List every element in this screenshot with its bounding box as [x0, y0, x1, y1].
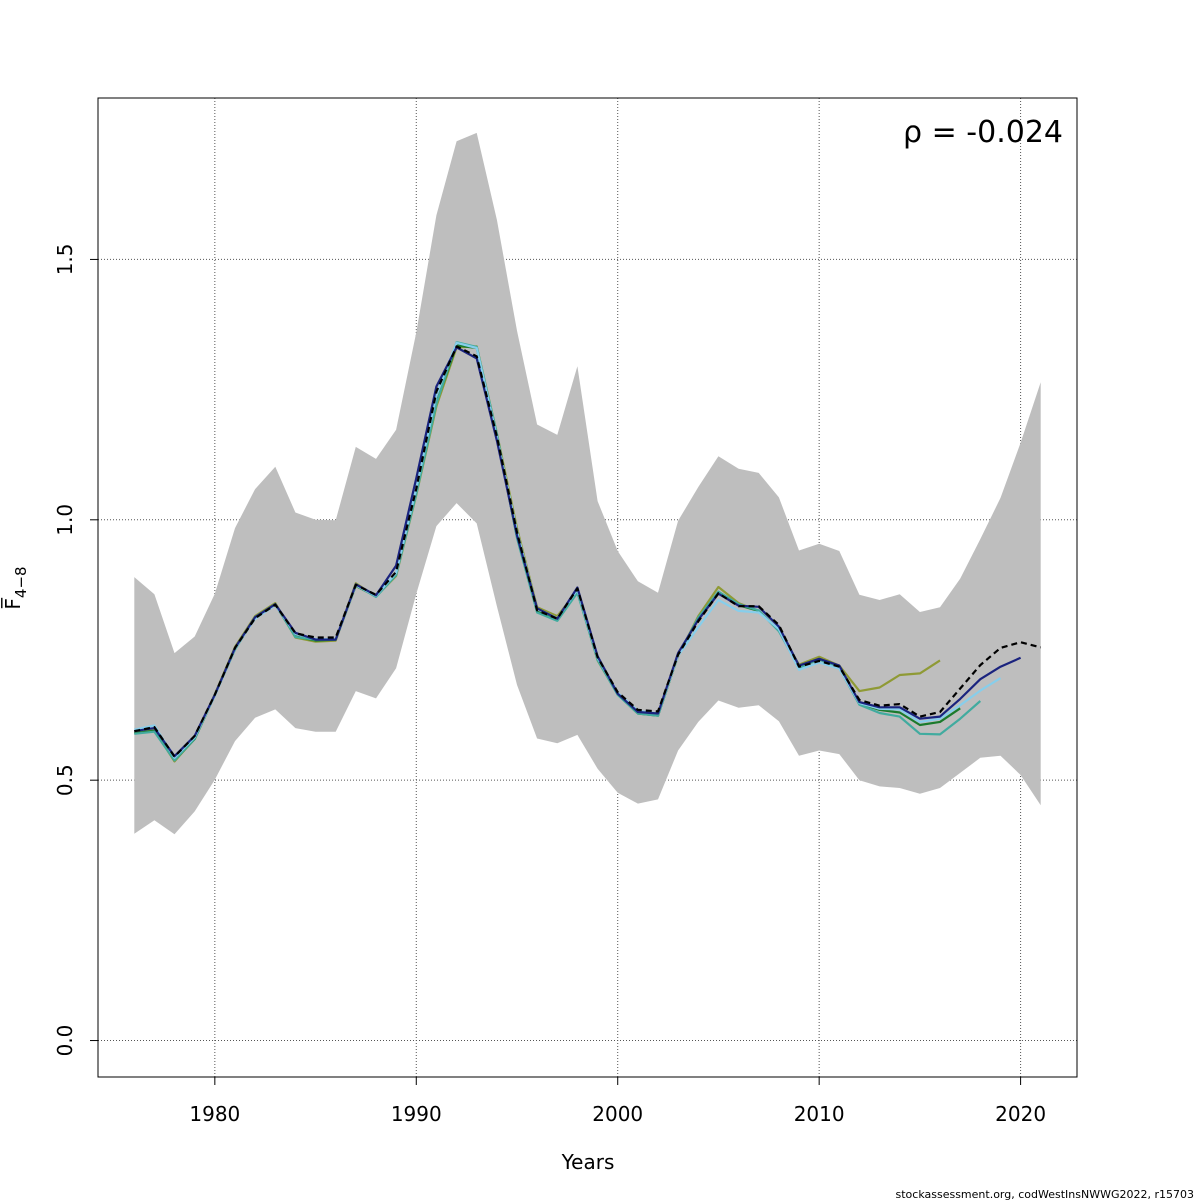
footer-credit: stockassessment.org, codWestInsNWWG2022,…: [896, 1188, 1195, 1200]
y-tick-label: 1.0: [53, 504, 77, 536]
series-line: [134, 345, 1041, 758]
y-axis-title-symbol: F̅: [0, 597, 25, 610]
confidence-band: [134, 132, 1041, 835]
y-axis-title-subscript: 4−8: [12, 566, 30, 598]
plot-frame: [97, 97, 1078, 1078]
y-axis: 0.0 0.5 1.0 1.5: [53, 243, 98, 1056]
x-tick-label: 2010: [794, 1102, 845, 1126]
x-tick-label: 2000: [592, 1102, 643, 1126]
y-axis-title: F̅4−8: [0, 566, 30, 609]
x-axis-title: Years: [561, 1150, 615, 1174]
x-tick-label: 1980: [189, 1102, 240, 1126]
x-axis: 1980 1990 2000 2010 2020: [189, 1077, 1046, 1126]
x-tick-label: 1990: [391, 1102, 442, 1126]
x-tick-label: 2020: [995, 1102, 1046, 1126]
y-tick-label: 1.5: [53, 243, 77, 275]
series-lines: [134, 341, 1041, 763]
y-tick-label: 0.0: [53, 1025, 77, 1057]
y-tick-label: 0.5: [53, 764, 77, 796]
rho-annotation: ρ = -0.024: [903, 115, 1063, 150]
